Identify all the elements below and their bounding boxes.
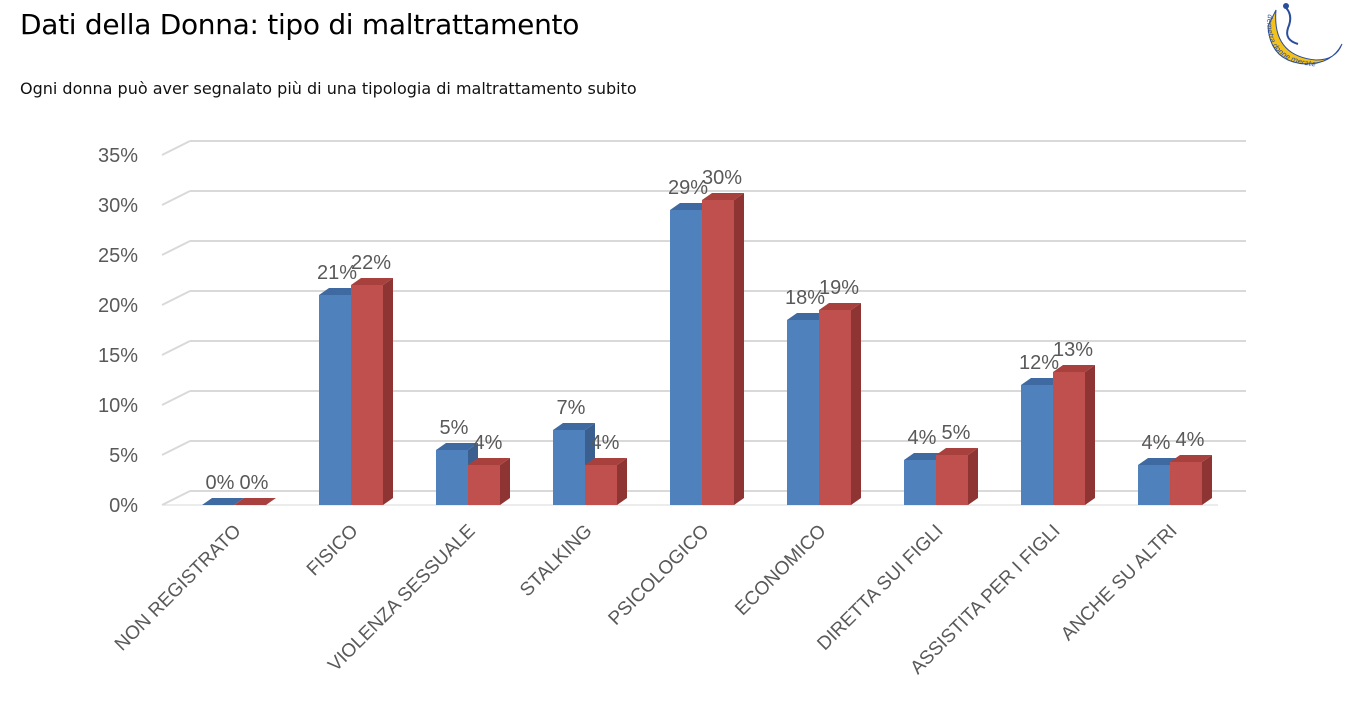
bar-series-1 — [553, 430, 585, 505]
data-label: 5% — [942, 422, 971, 444]
bar-top-1 — [904, 453, 946, 460]
data-label: 18% — [785, 287, 825, 309]
gridline-diag — [161, 140, 191, 156]
bar-series-2 — [702, 200, 734, 505]
data-label: 12% — [1019, 352, 1059, 374]
bar-series-1 — [1021, 385, 1053, 505]
bar-top-1 — [553, 423, 595, 430]
data-label: 4% — [1142, 432, 1171, 454]
gridline-diag — [161, 390, 191, 406]
data-label: 4% — [1176, 429, 1205, 451]
data-label: 29% — [668, 177, 708, 199]
bar-series-1 — [436, 450, 468, 505]
bar-top-1 — [1138, 458, 1180, 465]
x-tick-label: ECONOMICO — [731, 521, 830, 620]
data-label: 7% — [557, 397, 586, 419]
bar-top-1 — [319, 288, 361, 295]
data-label: 0% — [240, 472, 269, 494]
bar-top-2 — [1170, 455, 1212, 462]
data-label: 4% — [474, 432, 503, 454]
y-tick-label: 20% — [98, 295, 138, 317]
bar-side-2 — [383, 278, 393, 505]
bar-series-2 — [1170, 462, 1202, 505]
y-tick-label: 25% — [98, 245, 138, 267]
bar-side-2 — [734, 193, 744, 505]
x-tick-label: STALKING — [516, 521, 596, 601]
bar-top-2 — [585, 458, 627, 465]
page-subtitle: Ogni donna può aver segnalato più di una… — [20, 79, 637, 98]
bar-side-2 — [968, 448, 978, 505]
data-label: 5% — [440, 417, 469, 439]
bar-series-1 — [787, 320, 819, 505]
y-tick-label: 35% — [98, 145, 138, 167]
bar-top-1 — [670, 203, 712, 210]
bar-side-2 — [500, 458, 510, 505]
bar-side-2 — [851, 303, 861, 505]
bar-side-2 — [1085, 365, 1095, 505]
x-tick-label: DIRETTA SUI FIGLI — [813, 521, 947, 655]
bar-top-2 — [936, 448, 978, 455]
bar-series-2 — [351, 285, 383, 505]
bar-side-2 — [617, 458, 627, 505]
bar-top-2 — [468, 458, 510, 465]
bar-top-2 — [234, 498, 276, 505]
bar-series-1 — [904, 460, 936, 505]
x-tick-label: PSICOLOGICO — [605, 521, 714, 630]
page-title: Dati della Donna: tipo di maltrattamento — [20, 8, 580, 41]
bar-series-2 — [936, 455, 968, 505]
data-label: 21% — [317, 262, 357, 284]
bar-top-2 — [702, 193, 744, 200]
y-tick-label: 15% — [98, 345, 138, 367]
bar-series-1 — [670, 210, 702, 505]
bar-series-2 — [1053, 372, 1085, 505]
bar-series-2 — [468, 465, 500, 505]
bar-top-2 — [351, 278, 393, 285]
bar-series-1 — [319, 295, 351, 505]
data-label: 13% — [1053, 339, 1093, 361]
gridline-diag — [161, 490, 191, 506]
bar-top-1 — [787, 313, 829, 320]
bar-top-2 — [1053, 365, 1095, 372]
bar-series-2 — [819, 310, 851, 505]
bar-series-2 — [585, 465, 617, 505]
gridline-diag — [161, 240, 191, 256]
y-tick-label: 0% — [109, 495, 138, 517]
x-tick-label: ANCHE SU ALTRI — [1057, 521, 1181, 645]
bar-top-1 — [202, 498, 244, 505]
y-tick-label: 10% — [98, 395, 138, 417]
y-tick-label: 30% — [98, 195, 138, 217]
bar-series-1 — [1138, 465, 1170, 505]
data-label: 0% — [206, 472, 235, 494]
gridline-diag — [161, 290, 191, 306]
bar-top-1 — [1021, 378, 1063, 385]
gridline-diag — [161, 340, 191, 356]
y-tick-label: 5% — [109, 445, 138, 467]
x-tick-label: FISICO — [303, 521, 363, 581]
data-label: 4% — [908, 427, 937, 449]
logo-moon-icon — [1267, 9, 1343, 65]
data-label: 19% — [819, 277, 859, 299]
logo-figure-icon — [1283, 5, 1299, 45]
gridline-diag — [161, 190, 191, 206]
gridline-diag — [161, 440, 191, 456]
data-label: 4% — [591, 432, 620, 454]
data-label: 30% — [702, 167, 742, 189]
logo: demetra donne merate — [1265, 3, 1343, 68]
bar-top-1 — [436, 443, 478, 450]
x-tick-label: NON REGISTRATO — [111, 521, 246, 656]
data-label: 22% — [351, 252, 391, 274]
bar-top-2 — [819, 303, 861, 310]
bar-side-2 — [1202, 455, 1212, 505]
